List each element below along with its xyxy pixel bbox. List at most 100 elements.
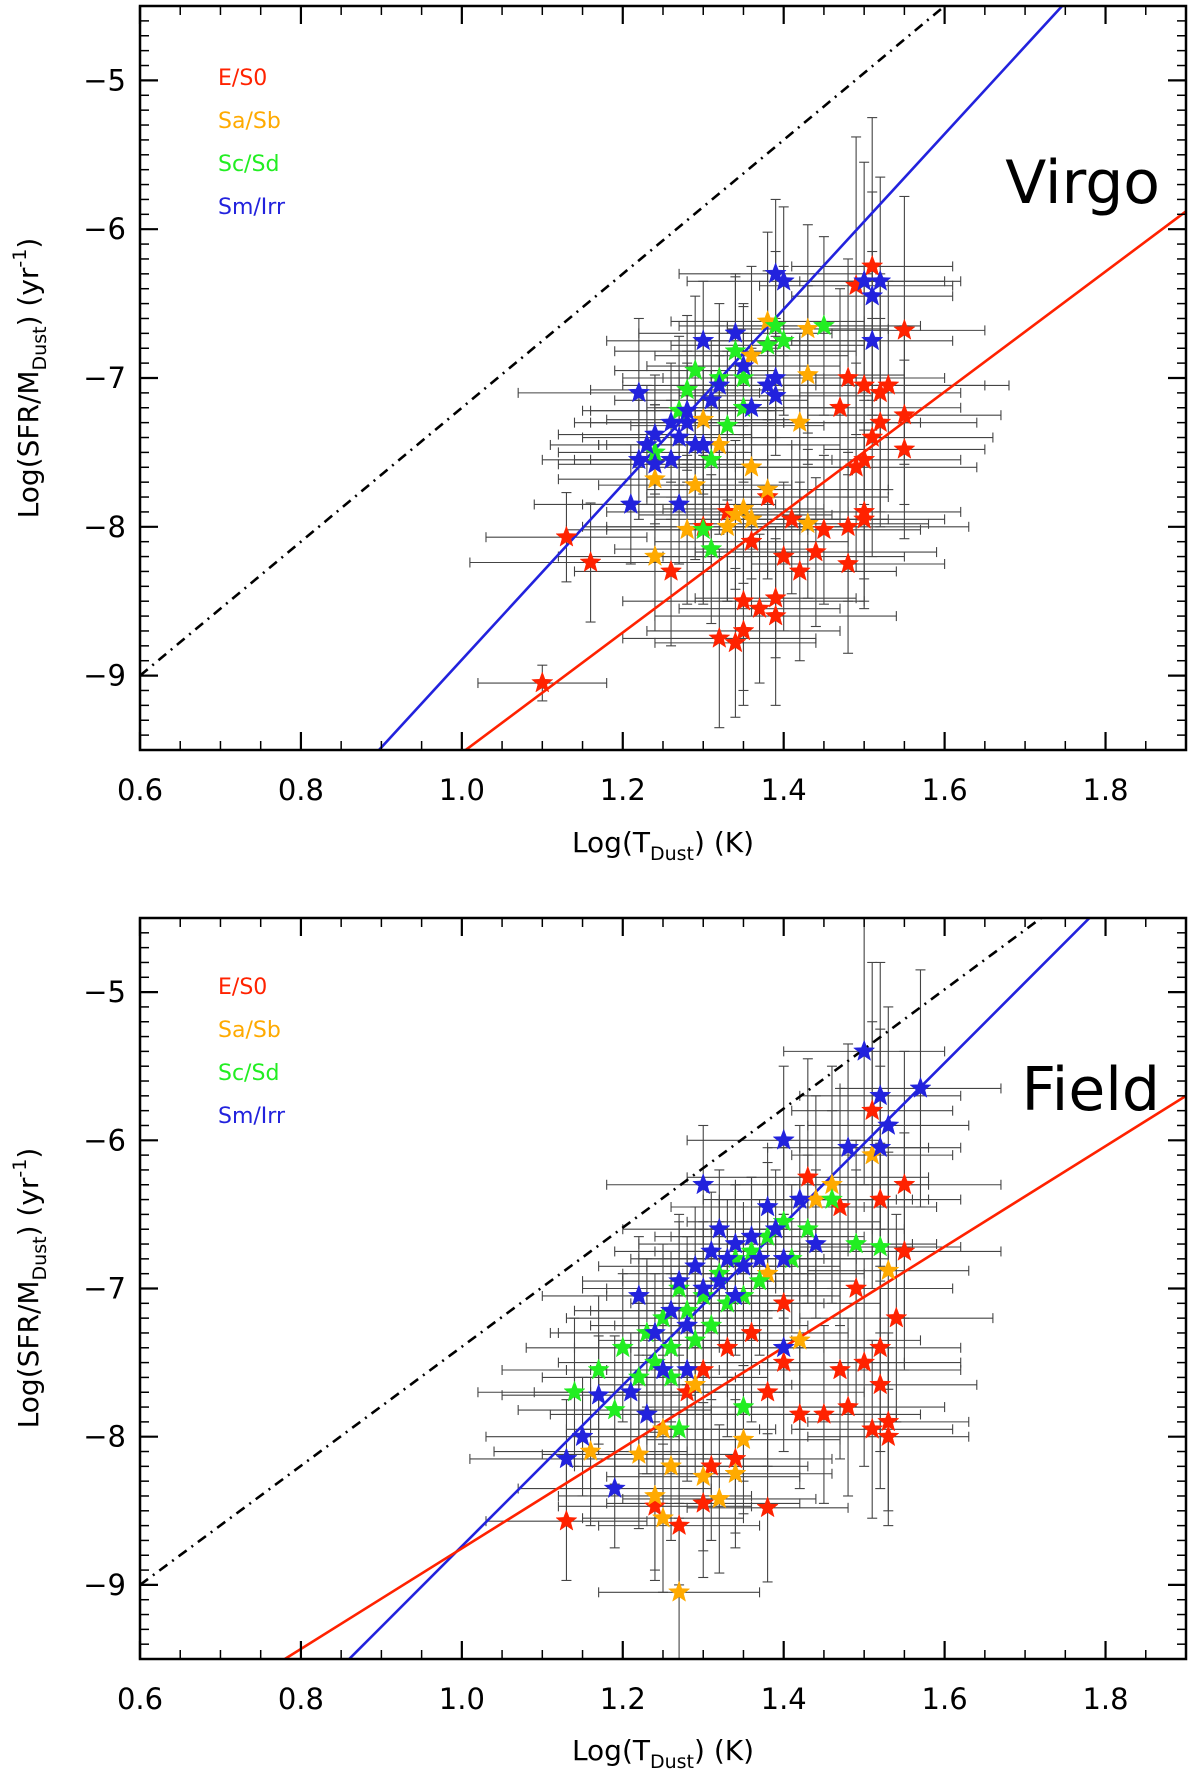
x-axis-label: Log(TDust) (K) bbox=[572, 1734, 754, 1773]
point-es0 bbox=[836, 1395, 860, 1417]
x-tick-label: 1.6 bbox=[922, 773, 968, 807]
axes: 0.6 0.8 1.0 1.2 1.4 1.6 1.8 −9 −8 −7 −6 −5 bbox=[83, 5, 1187, 807]
point-es0 bbox=[861, 254, 884, 276]
point-smirr bbox=[909, 1076, 932, 1098]
point-sasb bbox=[740, 455, 763, 477]
point-es0 bbox=[788, 1402, 811, 1424]
point-smirr bbox=[692, 433, 715, 455]
point-es0 bbox=[732, 619, 755, 641]
point-scsd bbox=[692, 518, 715, 540]
point-es0 bbox=[772, 1291, 795, 1313]
point-scsd bbox=[667, 1417, 691, 1439]
point-es0 bbox=[853, 448, 876, 470]
point-smirr bbox=[764, 384, 787, 406]
point-sasb bbox=[756, 477, 779, 500]
point-smirr bbox=[700, 388, 723, 410]
y-axis-label-sup: -1 bbox=[9, 249, 31, 268]
x-axis-label-sub: Dust bbox=[650, 843, 694, 865]
point-es0 bbox=[853, 500, 876, 522]
point-smirr bbox=[643, 422, 667, 444]
y-tick-label: −5 bbox=[83, 975, 126, 1009]
point-es0 bbox=[579, 550, 602, 572]
point-scsd bbox=[627, 1365, 650, 1387]
point-sasb bbox=[716, 515, 739, 537]
point-scsd bbox=[812, 314, 836, 336]
point-es0 bbox=[812, 518, 836, 540]
point-smirr bbox=[700, 1239, 723, 1261]
point-smirr bbox=[861, 284, 884, 306]
point-es0 bbox=[716, 1336, 739, 1358]
y-axis-label-end: ) bbox=[12, 1148, 45, 1159]
x-tick-label: 0.6 bbox=[117, 1682, 163, 1716]
point-scsd bbox=[684, 1328, 707, 1350]
point-scsd bbox=[611, 1336, 634, 1358]
point-scsd bbox=[700, 537, 723, 559]
point-scsd bbox=[869, 1235, 892, 1257]
point-smirr bbox=[676, 1313, 699, 1335]
point-es0 bbox=[531, 671, 554, 693]
point-sasb bbox=[643, 1484, 667, 1506]
point-smirr bbox=[740, 1224, 763, 1247]
legend: E/S0 Sa/Sb Sc/Sd Sm/Irr bbox=[218, 975, 286, 1129]
point-smirr bbox=[643, 452, 667, 474]
point-smirr bbox=[635, 1402, 659, 1424]
point-sasb bbox=[643, 544, 667, 567]
point-smirr bbox=[836, 1135, 860, 1158]
point-sasb bbox=[692, 407, 715, 430]
legend-item-sasb: Sa/Sb bbox=[218, 1018, 281, 1043]
point-smirr bbox=[692, 329, 715, 351]
point-smirr bbox=[716, 1247, 739, 1269]
point-es0 bbox=[700, 1454, 723, 1476]
point-es0 bbox=[764, 604, 787, 626]
point-es0 bbox=[853, 373, 876, 395]
point-smirr bbox=[627, 381, 650, 403]
point-sasb bbox=[684, 1373, 707, 1395]
point-es0 bbox=[853, 1350, 876, 1373]
point-smirr bbox=[869, 1135, 892, 1158]
point-smirr bbox=[667, 1269, 691, 1291]
point-smirr bbox=[724, 1232, 747, 1254]
point-scsd bbox=[659, 1336, 683, 1358]
point-smirr bbox=[853, 1039, 876, 1061]
y-tick-label: −6 bbox=[83, 1123, 126, 1157]
y-tick-label: −5 bbox=[83, 63, 126, 97]
point-es0 bbox=[836, 366, 860, 388]
point-es0 bbox=[780, 507, 803, 529]
point-smirr bbox=[619, 1380, 642, 1402]
point-scsd bbox=[844, 1232, 868, 1254]
point-smirr bbox=[764, 1217, 787, 1239]
y-tick-label: −7 bbox=[83, 1272, 126, 1306]
point-smirr bbox=[627, 448, 650, 470]
point-es0 bbox=[877, 1424, 900, 1447]
point-scsd bbox=[732, 1395, 755, 1417]
point-es0 bbox=[861, 1098, 884, 1121]
point-scsd bbox=[732, 366, 755, 388]
point-es0 bbox=[893, 403, 916, 425]
point-smirr bbox=[659, 1298, 683, 1321]
x-axis-label-main: Log(T bbox=[572, 826, 651, 859]
x-axis-label-end: ) (K) bbox=[694, 1734, 754, 1767]
point-es0 bbox=[869, 1187, 892, 1210]
x-tick-label: 1.2 bbox=[600, 773, 646, 807]
panel-title: Virgo bbox=[1005, 148, 1160, 218]
legend-item-sasb: Sa/Sb bbox=[218, 109, 281, 134]
point-es0 bbox=[853, 507, 876, 529]
data-points bbox=[555, 1039, 932, 1602]
legend: E/S0 Sa/Sb Sc/Sd Sm/Irr bbox=[218, 66, 286, 220]
point-scsd bbox=[667, 1276, 691, 1298]
point-sasb bbox=[796, 363, 819, 385]
y-tick-label: −7 bbox=[83, 361, 126, 395]
y-axis-label-main: Log(SFR/M bbox=[12, 1280, 45, 1428]
legend-item-smirr: Sm/Irr bbox=[218, 195, 286, 220]
axes: 0.6 0.8 1.0 1.2 1.4 1.6 1.8 −9 −8 −7 −6 −5 bbox=[83, 917, 1187, 1716]
point-smirr bbox=[555, 1447, 578, 1469]
point-scsd bbox=[772, 329, 795, 351]
point-sasb bbox=[708, 1487, 731, 1509]
point-smirr bbox=[724, 1284, 747, 1306]
point-smirr bbox=[627, 1284, 650, 1306]
point-sasb bbox=[579, 1439, 602, 1461]
point-scsd bbox=[724, 339, 747, 361]
point-es0 bbox=[667, 1513, 691, 1536]
point-smirr bbox=[877, 1113, 900, 1135]
plot-frame bbox=[138, 916, 1188, 1661]
